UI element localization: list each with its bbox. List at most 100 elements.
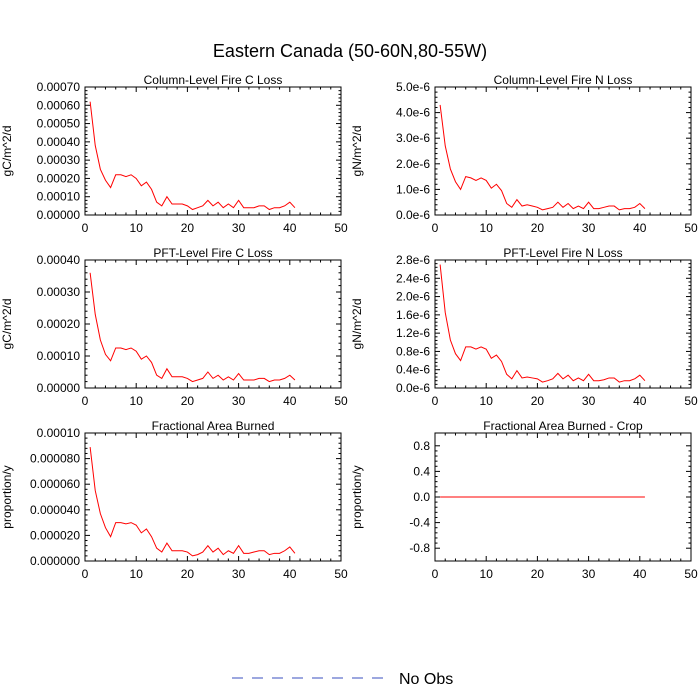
panel-title: Fractional Area Burned	[152, 419, 275, 433]
y-axis-label: gC/m^2/d	[0, 299, 14, 350]
panel-4: PFT-Level Fire N Loss gN/m^2/d 0 10 20 30 40 50…	[350, 246, 698, 408]
panel-title: PFT-Level Fire C Loss	[153, 246, 272, 260]
panel-5: Fractional Area Burned proportion/y 0 10 20 3…	[0, 419, 348, 581]
y-tick-label: 0.00020	[37, 171, 81, 185]
y-tick-label: 0.000040	[30, 503, 80, 517]
x-tick-label: 10	[130, 394, 144, 408]
y-tick-label: 0.00020	[37, 317, 81, 331]
x-tick-label: 50	[334, 567, 348, 581]
y-tick-label: 0.00040	[37, 135, 81, 149]
panel-title: PFT-Level Fire N Loss	[503, 246, 622, 260]
y-tick-label: 0.0e-6	[396, 381, 430, 395]
y-axis-label: gN/m^2/d	[350, 299, 364, 350]
x-tick-label: 50	[684, 221, 698, 235]
x-tick-label: 30	[582, 567, 596, 581]
x-tick-label: 40	[633, 567, 647, 581]
y-axis-label: gC/m^2/d	[0, 126, 14, 177]
x-tick-label: 20	[181, 394, 195, 408]
y-tick-label: 2.0e-6	[396, 157, 430, 171]
y-tick-label: 1.0e-6	[396, 182, 430, 196]
x-tick-label: 40	[283, 221, 297, 235]
x-tick-label: 20	[181, 221, 195, 235]
x-tick-label: 50	[334, 394, 348, 408]
x-tick-label: 0	[432, 221, 439, 235]
x-tick-label: 10	[480, 567, 494, 581]
x-tick-label: 30	[582, 221, 596, 235]
y-tick-label: 0.8e-6	[396, 344, 430, 358]
x-tick-label: 0	[82, 567, 89, 581]
y-tick-label: 0.0	[413, 490, 430, 504]
y-axis-label: gN/m^2/d	[350, 126, 364, 177]
series-line-1850-142	[89, 272, 296, 383]
y-tick-label: 0.00000	[37, 208, 81, 222]
panel-2: Column-Level Fire N Loss gN/m^2/d 0 10 20 30 4…	[350, 73, 698, 235]
x-tick-label: 30	[232, 221, 246, 235]
legend: No Obs 1850_142	[232, 671, 453, 688]
plot-frame	[84, 432, 342, 562]
y-tick-label: 2.0e-6	[396, 290, 430, 304]
y-tick-label: 1.2e-6	[396, 326, 430, 340]
x-tick-label: 50	[684, 394, 698, 408]
x-tick-label: 30	[232, 567, 246, 581]
x-tick-label: 10	[130, 221, 144, 235]
series-line-1850-142	[439, 104, 646, 211]
x-tick-label: 0	[432, 394, 439, 408]
y-tick-label: 0.00010	[37, 426, 81, 440]
y-tick-label: 0.00010	[37, 349, 81, 363]
y-tick-label: 0.4	[413, 464, 430, 478]
panel-title: Fractional Area Burned - Crop	[483, 419, 643, 433]
series-line-1850-142	[89, 447, 296, 557]
series-line-1850-142	[89, 101, 296, 211]
y-tick-label: 0.00010	[37, 190, 81, 204]
legend-label-no-obs: No Obs	[399, 671, 453, 688]
x-tick-label: 10	[480, 394, 494, 408]
plot-frame	[84, 86, 342, 216]
x-tick-label: 20	[531, 567, 545, 581]
plot-frame	[434, 86, 692, 216]
y-tick-label: 0.00030	[37, 285, 81, 299]
y-tick-label: 0.00030	[37, 153, 81, 167]
y-tick-label: 0.00040	[37, 253, 81, 267]
x-tick-label: 50	[684, 567, 698, 581]
y-tick-label: 0.000020	[30, 528, 80, 542]
x-tick-label: 0	[82, 221, 89, 235]
y-tick-label: 0.000000	[30, 554, 80, 568]
y-tick-label: 2.8e-6	[396, 253, 430, 267]
y-tick-label: 3.0e-6	[396, 131, 430, 145]
y-tick-label: 0.00070	[37, 80, 81, 94]
x-tick-label: 40	[283, 394, 297, 408]
y-tick-label: 0.4e-6	[396, 363, 430, 377]
plot-frame	[84, 259, 342, 389]
x-tick-label: 40	[633, 394, 647, 408]
y-tick-label: 0.00050	[37, 117, 81, 131]
y-tick-label: 1.6e-6	[396, 308, 430, 322]
panel-6: Fractional Area Burned - Crop proportion/…	[350, 419, 698, 581]
y-tick-label: -0.8	[409, 541, 430, 555]
panel-title: Column-Level Fire C Loss	[144, 73, 283, 87]
y-tick-label: 4.0e-6	[396, 106, 430, 120]
y-tick-label: 0.000080	[30, 452, 80, 466]
y-axis-label: proportion/y	[350, 465, 364, 528]
panel-title: Column-Level Fire N Loss	[494, 73, 633, 87]
y-tick-label: 0.000060	[30, 477, 80, 491]
x-tick-label: 0	[82, 394, 89, 408]
y-tick-label: 5.0e-6	[396, 80, 430, 94]
x-tick-label: 30	[582, 394, 596, 408]
x-tick-label: 20	[531, 221, 545, 235]
y-axis-label: proportion/y	[0, 465, 14, 528]
x-tick-label: 20	[181, 567, 195, 581]
y-tick-label: 0.8	[413, 439, 430, 453]
y-tick-label: 0.00060	[37, 98, 81, 112]
y-tick-label: 2.4e-6	[396, 271, 430, 285]
figure-title: Eastern Canada (50-60N,80-55W)	[213, 41, 487, 61]
x-tick-label: 50	[334, 221, 348, 235]
x-tick-label: 10	[130, 567, 144, 581]
series-line-1850-142	[439, 264, 646, 383]
y-tick-label: 0.00000	[37, 381, 81, 395]
x-tick-label: 10	[480, 221, 494, 235]
x-tick-label: 30	[232, 394, 246, 408]
panel-3: PFT-Level Fire C Loss gC/m^2/d 0 10 20 30 40 50…	[0, 246, 348, 408]
panel-1: Column-Level Fire C Loss gC/m^2/d 0 10 20 30 4…	[0, 73, 348, 235]
plot-frame	[434, 259, 692, 389]
